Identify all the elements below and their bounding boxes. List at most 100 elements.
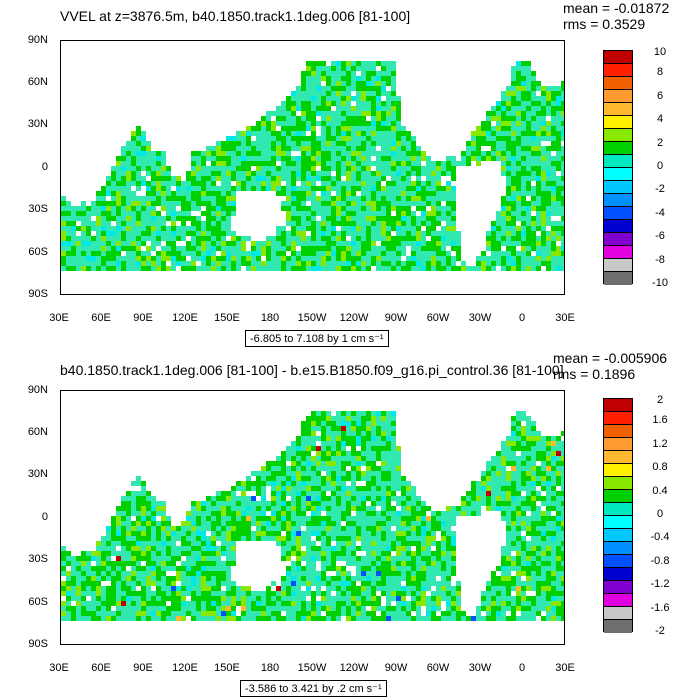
field-cell — [461, 501, 466, 506]
field-cell — [536, 586, 541, 591]
field-cell — [136, 491, 141, 496]
field-cell — [186, 216, 191, 221]
field-cell — [291, 211, 296, 216]
field-cell — [481, 591, 486, 596]
field-cell — [526, 61, 531, 66]
field-cell — [511, 141, 516, 146]
field-cell — [306, 476, 311, 481]
field-cell — [436, 546, 441, 551]
field-cell — [61, 246, 66, 251]
field-cell — [321, 106, 326, 111]
field-cell — [141, 596, 146, 601]
field-cell — [371, 126, 376, 131]
field-cell — [516, 236, 521, 241]
field-cell — [171, 581, 176, 586]
field-cell — [356, 211, 361, 216]
field-cell — [131, 526, 136, 531]
field-cell — [511, 416, 516, 421]
field-cell — [111, 186, 116, 191]
field-cell — [326, 266, 331, 271]
field-cell — [206, 536, 211, 541]
field-cell — [341, 546, 346, 551]
field-cell — [141, 241, 146, 246]
field-cell — [126, 256, 131, 261]
field-cell — [291, 491, 296, 496]
field-cell — [351, 496, 356, 501]
field-cell — [266, 481, 271, 486]
field-cell — [381, 61, 386, 66]
field-cell — [441, 536, 446, 541]
field-cell — [506, 556, 511, 561]
field-cell — [336, 551, 341, 556]
field-cell — [421, 156, 426, 161]
field-cell — [306, 546, 311, 551]
field-cell — [391, 521, 396, 526]
field-cell — [316, 226, 321, 231]
field-cell — [496, 506, 501, 511]
top-lon-label: 120E — [172, 312, 198, 324]
field-cell — [516, 521, 521, 526]
field-cell — [441, 186, 446, 191]
field-cell — [506, 221, 511, 226]
field-cell — [521, 151, 526, 156]
field-cell — [106, 256, 111, 261]
field-cell — [136, 146, 141, 151]
field-cell — [156, 596, 161, 601]
field-cell — [351, 531, 356, 536]
field-cell — [386, 546, 391, 551]
field-cell — [96, 231, 101, 236]
field-cell — [301, 511, 306, 516]
field-cell — [361, 511, 366, 516]
top-rms-label: rms = 0.3529 — [563, 16, 646, 32]
field-cell — [96, 571, 101, 576]
field-cell — [226, 261, 231, 266]
field-cell — [211, 231, 216, 236]
field-cell — [311, 541, 316, 546]
field-cell — [381, 211, 386, 216]
field-cell — [321, 421, 326, 426]
field-cell — [321, 496, 326, 501]
field-cell — [501, 236, 506, 241]
field-cell — [306, 161, 311, 166]
field-cell — [366, 531, 371, 536]
field-cell — [326, 416, 331, 421]
field-cell — [551, 191, 556, 196]
field-cell — [511, 456, 516, 461]
field-cell — [286, 531, 291, 536]
field-cell — [251, 171, 256, 176]
field-cell — [491, 151, 496, 156]
field-cell — [156, 231, 161, 236]
field-cell — [451, 216, 456, 221]
field-cell — [316, 261, 321, 266]
field-cell — [276, 511, 281, 516]
field-cell — [236, 266, 241, 271]
field-cell — [261, 116, 266, 121]
field-cell — [281, 141, 286, 146]
field-cell — [441, 246, 446, 251]
field-cell — [546, 466, 551, 471]
field-cell — [156, 556, 161, 561]
field-cell — [196, 501, 201, 506]
field-cell — [296, 176, 301, 181]
field-cell — [351, 96, 356, 101]
field-cell — [141, 211, 146, 216]
field-cell — [276, 536, 281, 541]
field-cell — [316, 256, 321, 261]
field-cell — [171, 256, 176, 261]
field-cell — [351, 261, 356, 266]
field-cell — [271, 141, 276, 146]
field-cell — [386, 121, 391, 126]
field-cell — [271, 526, 276, 531]
field-cell — [196, 591, 201, 596]
field-cell — [371, 261, 376, 266]
field-cell — [391, 541, 396, 546]
field-cell — [556, 106, 561, 111]
field-cell — [361, 251, 366, 256]
field-cell — [516, 181, 521, 186]
field-cell — [301, 221, 306, 226]
field-cell — [551, 436, 556, 441]
field-cell — [401, 231, 406, 236]
field-cell — [556, 441, 561, 446]
colorbar-tick-label: -2 — [655, 183, 665, 196]
field-cell — [426, 201, 431, 206]
